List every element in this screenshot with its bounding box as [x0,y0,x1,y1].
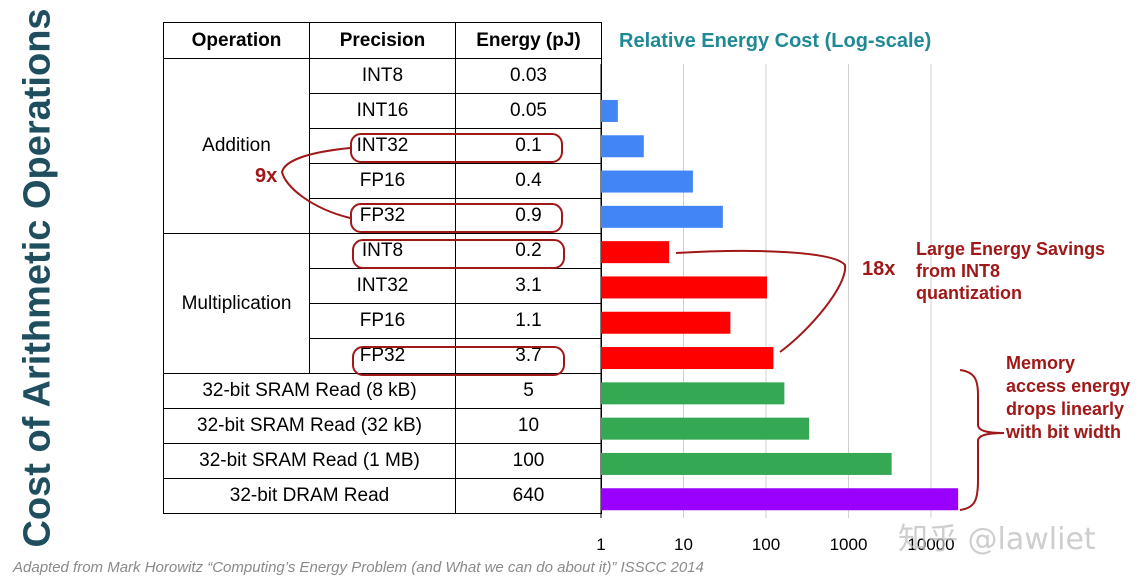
bar [601,311,731,334]
memory-note: Memory access energy drops linearly with… [1006,353,1131,442]
header-operation: Operation [163,22,310,59]
energy-cell: 10 [455,408,602,444]
x-tick-label: 10 [674,535,693,554]
bar [601,347,774,370]
bar [601,452,892,475]
bar [601,417,810,440]
energy-cell: 5 [455,373,602,409]
x-tick-label: 100 [752,535,780,554]
bar [601,276,768,299]
bar [601,135,644,158]
table-row: 32-bit DRAM Read 640 [163,478,602,514]
table-row: INT16 0.05 [164,93,602,129]
energy-cell: 640 [455,478,602,514]
eighteen-x-label: 18x [862,258,896,280]
table-row: 32-bit SRAM Read (8 kB) 5 [163,373,602,409]
precision-cell: FP16 [309,303,456,339]
memory-operation-cell: 32-bit DRAM Read [163,478,456,514]
source-footer: Adapted from Mark Horowitz “Computing’s … [13,559,704,576]
energy-cell: 100 [455,443,602,479]
eighteen-x-connector [675,249,847,353]
addition-label: Addition [163,58,310,234]
table-row: 32-bit SRAM Read (32 kB) 10 [163,408,602,444]
bar [601,488,959,511]
chart-title: Relative Energy Cost (Log-scale) [619,30,932,52]
bar [601,170,693,193]
bar [601,205,723,228]
x-tick-label: 10000 [907,535,954,554]
int8-savings-note: Large Energy Savings from INT8 quantizat… [916,239,1106,303]
nine-x-label: 9x [255,165,278,187]
precision-cell: INT16 [309,93,456,129]
bar [601,241,670,264]
table-row: Addition INT8 0.03 [163,58,602,234]
energy-cell: 0.05 [455,93,602,129]
memory-operation-cell: 32-bit SRAM Read (8 kB) [163,373,456,409]
precision-cell: FP16 [309,163,456,199]
nine-x-connector [280,147,351,219]
table-row: FP16 0.4 [164,163,602,199]
energy-cell: 0.4 [455,163,602,199]
multiplication-label: Multiplication [163,233,310,374]
x-tick-label: 1 [596,535,605,554]
memory-brace [959,369,1005,511]
table-header-row: Operation Precision Energy (pJ) [163,22,602,59]
header-precision: Precision [309,22,456,59]
bar [601,99,618,122]
x-tick-label: 1000 [830,535,868,554]
table-row: FP16 1.1 [164,303,602,339]
watermark: 知乎 @lawliet [898,522,1096,557]
energy-cell: 1.1 [455,303,602,339]
memory-operation-cell: 32-bit SRAM Read (32 kB) [163,408,456,444]
bar [601,382,785,405]
